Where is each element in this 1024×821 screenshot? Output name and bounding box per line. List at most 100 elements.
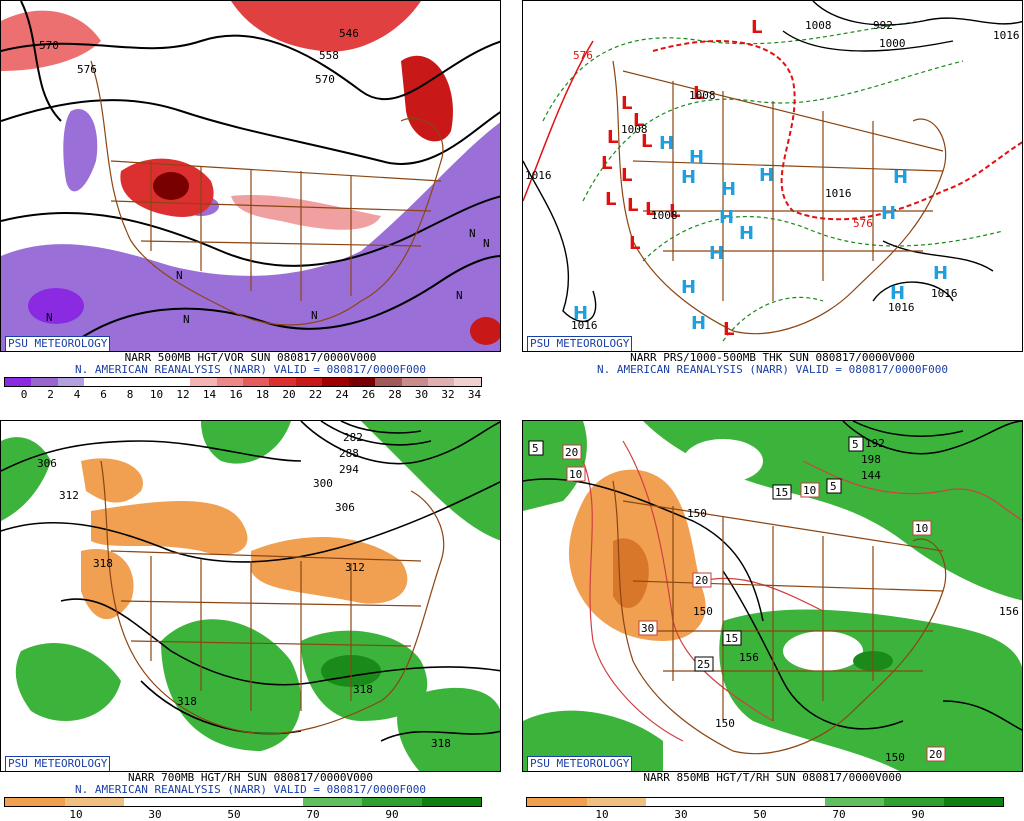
isobar-label: 1016 <box>525 169 552 182</box>
colorbar-segment <box>646 798 706 806</box>
moist-area-sw <box>523 710 663 771</box>
high-center: H <box>739 223 754 244</box>
panel-title: NARR 500MB HGT/VOR SUN 080817/0000V000 <box>124 351 377 364</box>
contour-label: 288 <box>339 447 359 460</box>
high-center: H <box>573 303 588 324</box>
vorticity-symbol: N <box>311 309 318 322</box>
colorbar-tick-label: 0 <box>20 388 28 401</box>
colorbar-tick-label: 70 <box>832 808 846 821</box>
contour-label: 150 <box>715 717 735 730</box>
colorbar-segment <box>401 378 428 386</box>
contour-label: 282 <box>343 431 363 444</box>
contour-label: 312 <box>59 489 79 502</box>
colorbar-segment <box>428 378 455 386</box>
temp-label-30: 30 <box>638 620 658 636</box>
panel-700mb-rh: 306 312 318 282 288 294 300 306 312 318 … <box>0 420 501 821</box>
low-center: L <box>669 201 680 222</box>
colorbar-tick-label: 16 <box>229 388 243 401</box>
contour-label: 570 <box>315 73 335 86</box>
colorbar-tick-label: 2 <box>47 388 54 401</box>
psu-meteorology-badge: PSU METEOROLOGY <box>527 756 633 771</box>
isobar-label: 1016 <box>571 319 598 332</box>
colorbar-segment <box>527 798 587 806</box>
colorbar-segment <box>163 378 191 386</box>
temp-label-10: 10 <box>912 520 932 536</box>
svg-text:5: 5 <box>852 438 859 451</box>
colorbar-segment <box>31 378 58 386</box>
contour-label: 150 <box>693 605 713 618</box>
contour-label: 294 <box>339 463 359 476</box>
map-700mb-rh: 306 312 318 282 288 294 300 306 312 318 … <box>0 420 501 772</box>
contour-label: 546 <box>339 27 359 40</box>
colorbar-segment <box>884 798 944 806</box>
colorbar-tick-label: 10 <box>595 808 609 821</box>
panel-subtitle: N. AMERICAN REANALYSIS (NARR) VALID = 08… <box>75 783 426 796</box>
temp-label-5: 5 <box>826 478 842 494</box>
svg-text:5: 5 <box>532 442 539 455</box>
vorticity-symbols: N N N N N N N <box>46 227 490 326</box>
contour-label: 318 <box>177 695 197 708</box>
colorbar-tick-label: 30 <box>674 808 688 821</box>
low-center: L <box>627 195 638 216</box>
colorbar-tick-label: 28 <box>388 388 402 401</box>
vorticity-colorbar <box>4 377 482 387</box>
colorbar-tick-label: 4 <box>73 388 81 401</box>
dry-area-nw <box>81 458 143 503</box>
low-pressure-centers: L L L L L L L L L L L L L L <box>601 17 762 340</box>
svg-text:10: 10 <box>915 522 928 535</box>
isobar-label: 1008 <box>651 209 678 222</box>
contour-label: 156 <box>999 605 1019 618</box>
temp-label-20: 20 <box>692 572 712 588</box>
psu-meteorology-badge: PSU METEOROLOGY <box>5 756 111 771</box>
moist-area-ne <box>361 421 500 541</box>
isobar-label: 992 <box>873 19 893 32</box>
colorbar-tick-label: 90 <box>911 808 925 821</box>
moist-area-nw <box>1 437 51 521</box>
colorbar-tick-label: 20 <box>282 388 296 401</box>
positive-vorticity-north <box>231 1 421 52</box>
colorbar-segment <box>183 798 243 806</box>
colorbar-tick-label: 10 <box>69 808 83 821</box>
colorbar-segment <box>242 378 270 386</box>
thickness-label: 576 <box>573 49 593 62</box>
contour-label: 318 <box>431 737 451 750</box>
map-500mb-graphic: 570 576 546 558 570 N N N N N N N <box>1 1 500 351</box>
contour-labels: 150 150 150 150 156 156 192 198 144 <box>687 437 1019 764</box>
contour-label: 576 <box>77 63 97 76</box>
colorbar-segment <box>295 378 323 386</box>
dry-area-core <box>613 538 649 608</box>
political-boundaries <box>612 60 947 335</box>
low-center: L <box>633 110 644 131</box>
vorticity-symbol: N <box>456 289 463 302</box>
svg-text:25: 25 <box>697 658 710 671</box>
colorbar-segment <box>375 378 402 386</box>
isobars <box>523 1 1022 322</box>
low-center: L <box>621 93 632 114</box>
isobar-labels: 1008 992 1000 1016 1016 1016 1016 1016 1… <box>525 19 1020 332</box>
temp-label-5: 5 <box>528 440 544 456</box>
negative-vorticity-area-west <box>63 109 98 192</box>
map-500mb-vorticity: 570 576 546 558 570 N N N N N N N PSU ME… <box>0 0 501 352</box>
thickness-label: 576 <box>853 217 873 230</box>
rh-colorbar <box>4 797 482 807</box>
colorbar-tick-label: 6 <box>100 388 107 401</box>
high-center: H <box>681 277 696 298</box>
colorbar-tick-label: 30 <box>414 388 429 401</box>
panel-subtitle: N. AMERICAN REANALYSIS (NARR) VALID = 08… <box>597 363 948 376</box>
colorbar-segment <box>705 798 765 806</box>
vorticity-symbol: N <box>469 227 476 240</box>
isobar-label: 1016 <box>993 29 1020 42</box>
contour-labels: 570 576 546 558 570 <box>39 27 359 86</box>
high-center: H <box>721 179 736 200</box>
high-center: H <box>681 167 696 188</box>
low-center: L <box>629 233 640 254</box>
svg-text:15: 15 <box>775 486 788 499</box>
contour-label: 198 <box>861 453 881 466</box>
vorticity-symbol: N <box>483 237 490 250</box>
temp-label-25: 25 <box>694 656 714 672</box>
map-850mb-graphic: 150 150 150 150 156 156 192 198 144 5 5 … <box>523 421 1022 771</box>
low-center: L <box>645 199 656 220</box>
low-center: L <box>605 189 616 210</box>
dry-area-canada <box>91 501 248 555</box>
low-center: L <box>621 165 632 186</box>
